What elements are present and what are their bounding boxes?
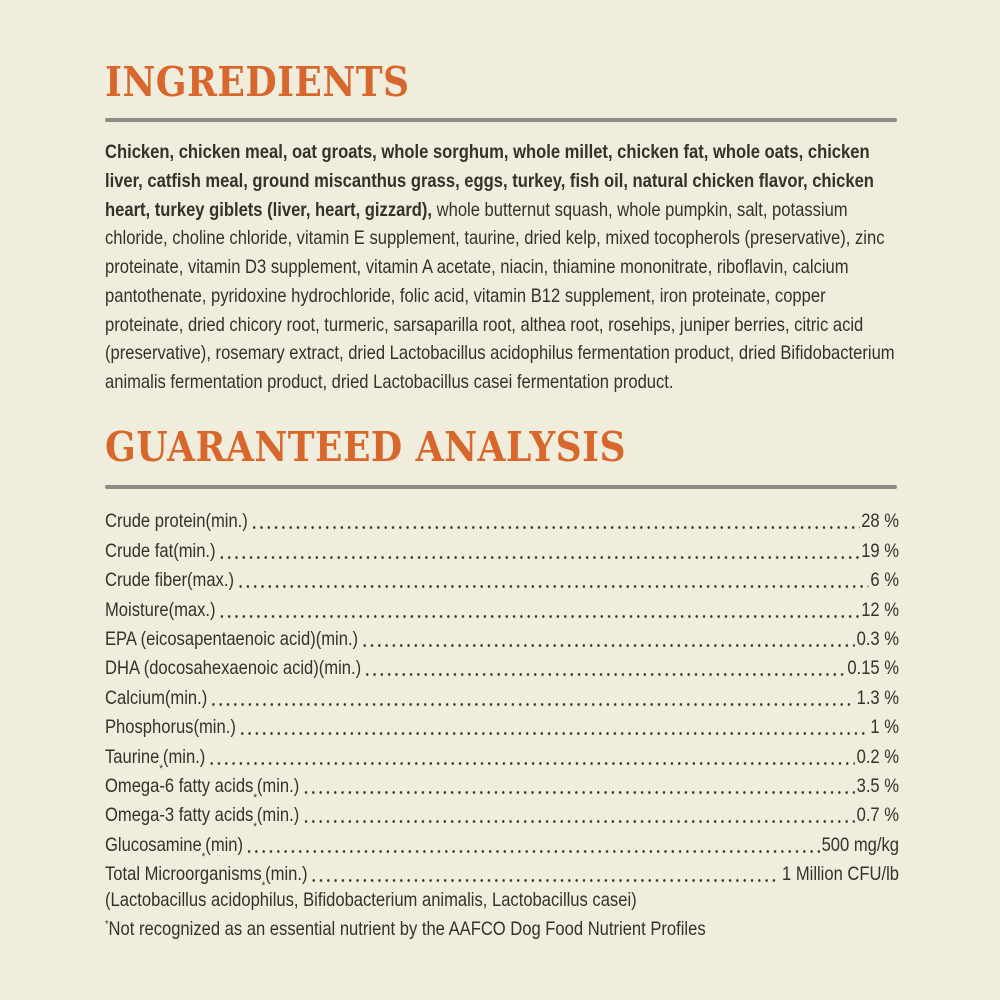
dot-leader xyxy=(210,761,855,765)
footnote-mark: * xyxy=(105,918,109,931)
analysis-row: Crude fiber (max.) 6 % xyxy=(105,563,899,592)
ingredients-regular-part: whole butternut squash, whole pumpkin, s… xyxy=(105,198,895,394)
analysis-row: Moisture (max.) 12 % xyxy=(105,592,899,621)
section-divider xyxy=(105,117,897,122)
nutrient-name: Glucosamine xyxy=(105,833,202,856)
analysis-row: Omega-3 fatty acids * (min.) 0.7 % xyxy=(105,804,899,834)
nutrient-name: Moisture xyxy=(105,598,169,621)
nutrient-qualifier: (min.) xyxy=(162,745,206,768)
nutrient-qualifier: (max.) xyxy=(168,598,216,621)
ingredients-title: INGREDIENTS xyxy=(105,58,410,106)
nutrient-name: Total Microorganisms xyxy=(105,863,262,886)
analysis-row: EPA (eicosapentaenoic acid) (min.) 0.3 % xyxy=(105,622,899,651)
dot-leader xyxy=(304,820,855,824)
nutrient-name: Crude fiber xyxy=(105,569,188,592)
nutrient-qualifier: (min.) xyxy=(173,539,216,562)
nutrient-name: Taurine xyxy=(105,745,160,768)
analysis-row: Crude protein (min.) 28 % xyxy=(105,504,899,533)
nutrient-name: Crude fat xyxy=(105,539,174,562)
guaranteed-analysis-title: GUARANTEED ANALYSIS xyxy=(105,423,626,472)
analysis-row: Phosphorus (min.) 1 % xyxy=(105,710,899,739)
nutrient-qualifier: (min.) xyxy=(256,774,300,797)
dot-leader xyxy=(220,555,860,559)
nutrient-value: 1 Million CFU/lb xyxy=(781,863,899,886)
nutrient-value: 12 % xyxy=(861,598,899,621)
analysis-row: Omega-6 fatty acids * (min.) 3.5 % xyxy=(105,774,899,804)
section-divider xyxy=(105,484,897,489)
nutrient-qualifier: (min.) xyxy=(193,716,236,739)
nutrient-qualifier: (min.) xyxy=(164,686,208,709)
nutrient-qualifier: (min.) xyxy=(318,657,362,680)
analysis-row: Glucosamine * (min) 500 mg/kg xyxy=(105,833,899,863)
nutrient-value: 500 mg/kg xyxy=(821,833,899,856)
nutrient-value: 3.5 % xyxy=(856,774,899,797)
nutrient-name: EPA (eicosapentaenoic acid) xyxy=(105,627,316,650)
nutrient-value: 28 % xyxy=(861,510,899,533)
footnote-text: Not recognized as an essential nutrient … xyxy=(108,918,706,941)
dot-leader xyxy=(239,585,869,589)
nutrient-qualifier: (min) xyxy=(205,833,244,856)
ingredients-section: INGREDIENTS Chicken, chicken meal, oat g… xyxy=(105,58,899,397)
dot-leader xyxy=(252,526,860,530)
analysis-row: Total Microorganisms * (min.) 1 Million CF… xyxy=(105,863,899,893)
dot-leader xyxy=(363,643,855,647)
nutrient-qualifier: (min.) xyxy=(265,863,308,886)
dot-leader xyxy=(304,790,855,794)
analysis-row: Crude fat (min.) 19 % xyxy=(105,533,899,562)
analysis-footnote: *Not recognized as an essential nutrient… xyxy=(105,915,899,944)
nutrient-value: 6 % xyxy=(870,569,899,592)
nutrient-value: 1.3 % xyxy=(856,686,899,709)
ingredients-text: Chicken, chicken meal, oat groats, whole… xyxy=(105,138,899,397)
nutrient-name: Omega-3 fatty acids xyxy=(105,804,254,827)
nutrient-qualifier: (min.) xyxy=(256,804,300,827)
guaranteed-analysis-section: GUARANTEED ANALYSIS Crude protein (min.)… xyxy=(105,423,899,945)
nutrient-qualifier: (max.) xyxy=(187,569,234,592)
analysis-row: Calcium (min.) 1.3 % xyxy=(105,680,899,709)
nutrient-value: 0.15 % xyxy=(847,657,899,680)
dot-leader xyxy=(366,673,846,677)
nutrient-name: Crude protein xyxy=(105,510,206,533)
nutrient-value: 0.7 % xyxy=(856,804,899,827)
dot-leader xyxy=(248,849,820,853)
nutrient-name: DHA (docosahexaenoic acid) xyxy=(105,657,319,680)
nutrient-qualifier: (min.) xyxy=(315,627,359,650)
dot-leader xyxy=(312,879,781,883)
analysis-table: Crude protein (min.) 28 % Crude fat (min.… xyxy=(105,504,899,893)
nutrient-name: Omega-6 fatty acids xyxy=(105,774,254,797)
dot-leader xyxy=(212,702,855,706)
nutrient-qualifier: (min.) xyxy=(205,510,248,533)
nutrient-value: 0.2 % xyxy=(856,745,899,768)
nutrient-value: 1 % xyxy=(870,716,899,739)
ingredients-bold-part: Chicken, chicken meal, oat groats, whole… xyxy=(105,140,874,221)
analysis-row: Taurine * (min.) 0.2 % xyxy=(105,745,899,775)
microorganisms-detail: (Lactobacillus acidophilus, Bifidobacter… xyxy=(105,889,637,912)
nutrient-value: 19 % xyxy=(861,539,899,562)
nutrient-name: Phosphorus xyxy=(105,716,194,739)
nutrient-value: 0.3 % xyxy=(856,627,899,650)
dot-leader xyxy=(220,614,860,618)
analysis-row: DHA (docosahexaenoic acid) (min.) 0.15 % xyxy=(105,651,899,680)
nutrient-name: Calcium xyxy=(105,686,165,709)
dot-leader xyxy=(240,732,869,736)
